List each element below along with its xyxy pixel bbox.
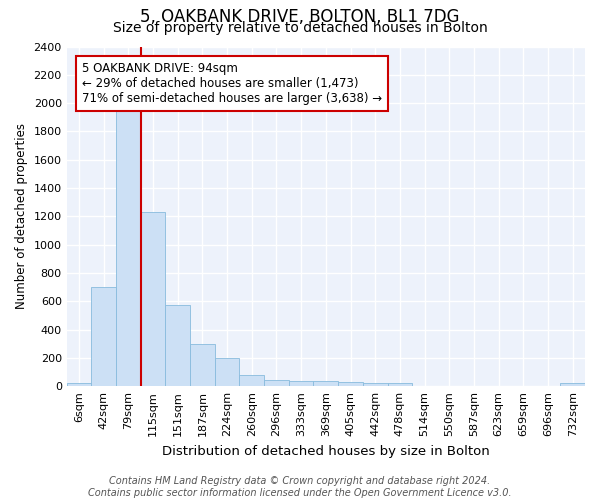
Bar: [141, 212, 166, 386]
Bar: [289, 381, 313, 386]
Bar: [313, 381, 338, 386]
Bar: [363, 384, 388, 386]
Bar: [560, 384, 585, 386]
Text: 5 OAKBANK DRIVE: 94sqm
← 29% of detached houses are smaller (1,473)
71% of semi-: 5 OAKBANK DRIVE: 94sqm ← 29% of detached…: [82, 62, 382, 105]
Bar: [215, 358, 239, 386]
Bar: [190, 344, 215, 386]
X-axis label: Distribution of detached houses by size in Bolton: Distribution of detached houses by size …: [162, 444, 490, 458]
Bar: [116, 110, 141, 386]
Bar: [91, 287, 116, 386]
Bar: [166, 305, 190, 386]
Text: 5, OAKBANK DRIVE, BOLTON, BL1 7DG: 5, OAKBANK DRIVE, BOLTON, BL1 7DG: [140, 8, 460, 26]
Bar: [338, 382, 363, 386]
Bar: [388, 384, 412, 386]
Text: Size of property relative to detached houses in Bolton: Size of property relative to detached ho…: [113, 21, 487, 35]
Bar: [239, 375, 264, 386]
Bar: [264, 380, 289, 386]
Bar: [67, 384, 91, 386]
Y-axis label: Number of detached properties: Number of detached properties: [15, 124, 28, 310]
Text: Contains HM Land Registry data © Crown copyright and database right 2024.
Contai: Contains HM Land Registry data © Crown c…: [88, 476, 512, 498]
